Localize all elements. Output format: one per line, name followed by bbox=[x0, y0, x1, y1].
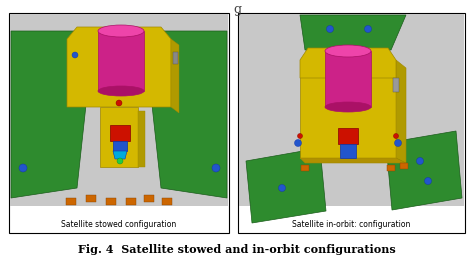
Bar bbox=[113, 141, 127, 151]
Ellipse shape bbox=[325, 102, 371, 112]
Circle shape bbox=[417, 157, 423, 164]
Bar bbox=[338, 128, 358, 144]
Polygon shape bbox=[300, 158, 406, 163]
Circle shape bbox=[72, 52, 78, 58]
Bar bbox=[173, 52, 178, 64]
Bar bbox=[144, 195, 154, 202]
Bar bbox=[10, 14, 228, 206]
Ellipse shape bbox=[98, 86, 144, 96]
Bar bbox=[238, 13, 465, 233]
Bar bbox=[400, 163, 408, 169]
Circle shape bbox=[298, 133, 302, 139]
Ellipse shape bbox=[98, 25, 144, 37]
Bar bbox=[110, 125, 130, 141]
Polygon shape bbox=[67, 27, 171, 107]
Polygon shape bbox=[246, 148, 326, 223]
Text: g: g bbox=[233, 3, 241, 16]
Bar bbox=[9, 13, 229, 233]
Bar bbox=[340, 144, 356, 158]
Bar bbox=[138, 111, 145, 167]
Circle shape bbox=[294, 140, 301, 147]
Bar bbox=[126, 198, 136, 205]
Bar bbox=[300, 68, 396, 158]
Bar bbox=[106, 198, 116, 205]
Bar bbox=[86, 195, 96, 202]
Text: Satellite stowed configuration: Satellite stowed configuration bbox=[61, 220, 177, 229]
Ellipse shape bbox=[325, 45, 371, 57]
Polygon shape bbox=[171, 39, 179, 113]
Bar bbox=[100, 107, 138, 167]
Bar bbox=[239, 14, 464, 206]
Bar bbox=[393, 78, 399, 92]
Bar bbox=[387, 165, 395, 171]
Circle shape bbox=[117, 158, 123, 164]
Circle shape bbox=[279, 184, 285, 191]
Circle shape bbox=[393, 133, 399, 139]
Polygon shape bbox=[300, 48, 396, 78]
Circle shape bbox=[365, 25, 372, 32]
Bar bbox=[325, 51, 371, 107]
Polygon shape bbox=[113, 151, 127, 159]
Polygon shape bbox=[300, 15, 406, 50]
Circle shape bbox=[394, 140, 401, 147]
Text: Satellite in-orbit: configuration: Satellite in-orbit: configuration bbox=[292, 220, 410, 229]
Bar bbox=[162, 198, 172, 205]
Circle shape bbox=[425, 177, 431, 184]
Polygon shape bbox=[396, 60, 406, 163]
Circle shape bbox=[212, 164, 220, 172]
Circle shape bbox=[116, 100, 122, 106]
Bar bbox=[301, 165, 309, 171]
Polygon shape bbox=[11, 31, 94, 198]
Circle shape bbox=[19, 164, 27, 172]
Bar bbox=[66, 198, 76, 205]
Bar bbox=[98, 31, 144, 91]
Polygon shape bbox=[144, 31, 227, 198]
Circle shape bbox=[327, 25, 334, 32]
Text: Fig. 4  Satellite stowed and in-orbit configurations: Fig. 4 Satellite stowed and in-orbit con… bbox=[78, 244, 396, 255]
Polygon shape bbox=[386, 131, 462, 210]
